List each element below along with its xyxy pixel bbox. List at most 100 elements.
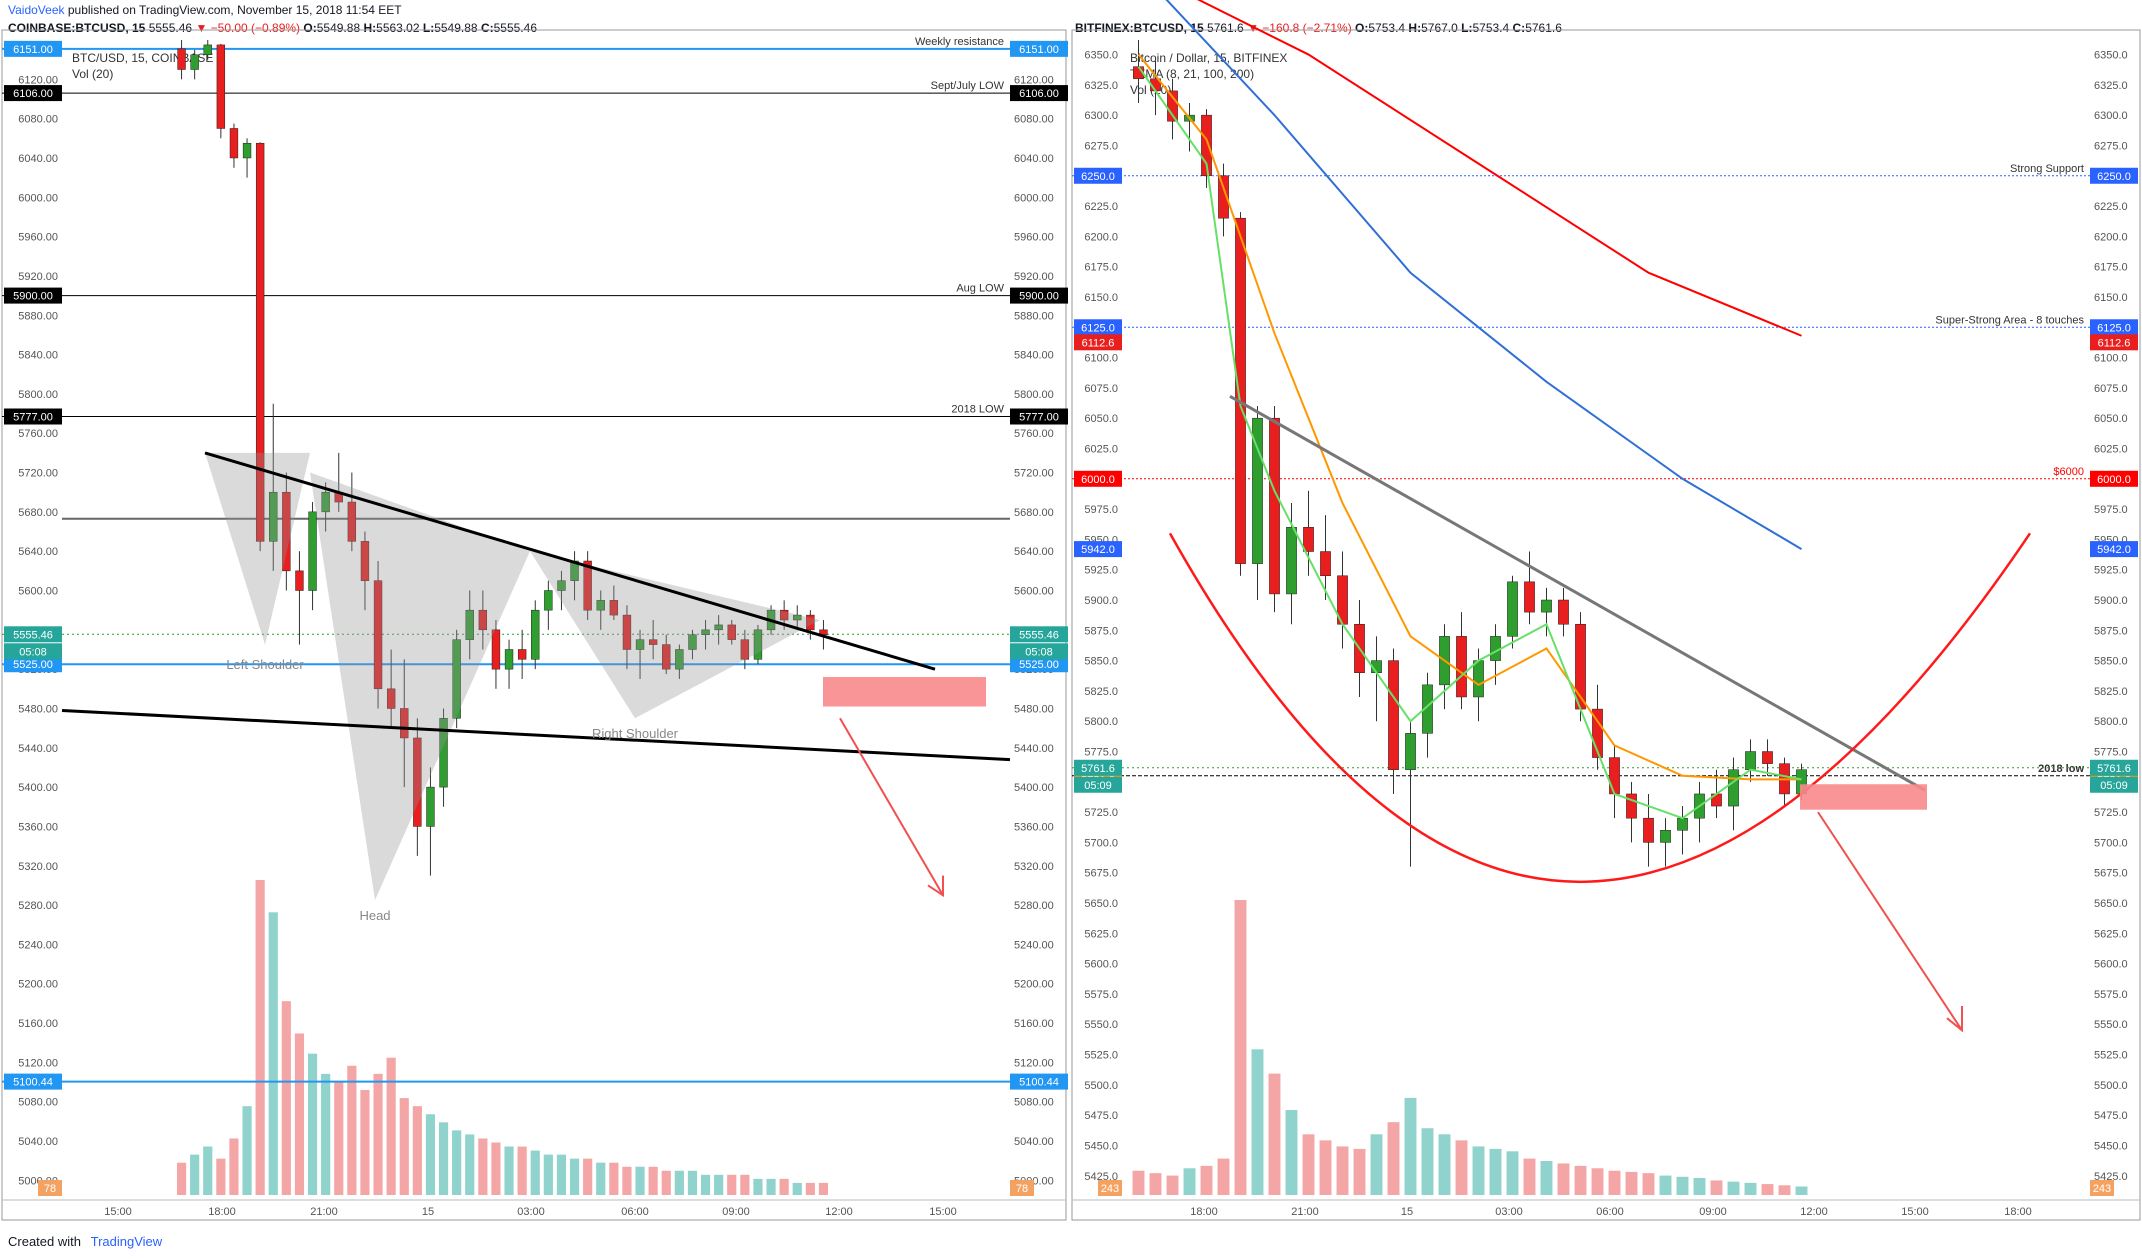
right-symbol[interactable]: BITFINEX:BTCUSD, 15	[1075, 21, 1204, 35]
right-price-badge-left: 5761.6	[1081, 763, 1115, 775]
right-xtick-5: 09:00	[1699, 1206, 1727, 1218]
left-candle-body-18	[413, 737, 422, 827]
left-ytick-left-2: 5080.00	[18, 1097, 58, 1109]
left-ohlc-bar: COINBASE:BTCUSD, 15 5555.46 ▼ −50.00 (−0…	[8, 20, 537, 36]
left-candle-body-44	[753, 629, 763, 660]
left-candle-body-34	[622, 614, 632, 650]
left-ytick-right-3: 5120.00	[1014, 1057, 1054, 1069]
left-xtick-7: 12:00	[825, 1206, 853, 1218]
right-volume-badge-right: 243	[2093, 1183, 2111, 1195]
right-candle-body-15	[1388, 660, 1399, 770]
author-link[interactable]: VaidoVeek	[8, 3, 65, 17]
left-volume-bar-46	[779, 1178, 789, 1195]
left-level-badge-left-5: 5100.44	[13, 1077, 53, 1089]
right-ytick-left-9: 5650.0	[1084, 898, 1118, 910]
head-label: Head	[359, 908, 390, 923]
left-level-badge-right-1: 6106.00	[1019, 88, 1059, 100]
left-volume-bar-15	[373, 1073, 383, 1195]
right-volume-bar-7	[1251, 1049, 1264, 1195]
right-volume-badge-left: 243	[1101, 1183, 1119, 1195]
right-ytick-right-36: 6325.0	[2094, 80, 2128, 92]
left-volume-bar-14	[360, 1090, 370, 1195]
left-level-badge-left-4: 5525.00	[13, 659, 53, 671]
right-side-badge-right-0-bg	[2090, 334, 2138, 351]
right-candle-body-37	[1762, 751, 1773, 764]
right-ytick-left-20: 5925.0	[1084, 565, 1118, 577]
right-level-label-2: $6000	[2053, 466, 2084, 478]
left-symbol[interactable]: COINBASE:BTCUSD, 15	[8, 21, 146, 35]
right-ytick-right-7: 5600.0	[2094, 959, 2128, 971]
left-target-zone	[823, 677, 986, 707]
right-volume-bar-35	[1727, 1181, 1740, 1195]
footer-prefix: Created with	[8, 1234, 81, 1249]
left-volume-badge-left: 78	[44, 1183, 56, 1195]
right-tema-red_200	[1196, 0, 1802, 337]
right-ytick-right-18: 5875.0	[2094, 625, 2128, 637]
right-countdown-badge-left-bg	[1074, 776, 1122, 793]
left-down-arrow-head	[927, 875, 944, 898]
right-countdown-badge-right-bg	[2090, 776, 2138, 793]
right-price-badge-right: 5761.6	[2097, 763, 2131, 775]
right-ytick-left-30: 6175.0	[1084, 262, 1118, 274]
left-ytick-right-5: 5200.00	[1014, 979, 1054, 991]
left-ytick-left-10: 5400.00	[18, 782, 58, 794]
left-candle-body-35	[635, 639, 645, 650]
left-level-badge-left-5-bg	[4, 1073, 62, 1090]
left-ytick-right-24: 5960.00	[1014, 232, 1054, 244]
left-volume-bar-41	[714, 1174, 724, 1195]
right-xtick-4: 06:00	[1596, 1206, 1624, 1218]
left-level-badge-right-4: 5525.00	[1019, 659, 1059, 671]
right-shoulder-triangle	[530, 551, 820, 719]
right-close-label: C:	[1512, 21, 1526, 35]
left-down-arrow-line	[839, 717, 944, 896]
right-ytick-right-14: 5775.0	[2094, 747, 2128, 759]
right-volume-bar-9	[1285, 1110, 1298, 1195]
right-level-badge-left-0-bg	[1074, 167, 1122, 184]
right-volume-bar-25	[1557, 1163, 1570, 1195]
tradingview-link[interactable]: TradingView	[90, 1234, 163, 1249]
right-ohlc-bar: BITFINEX:BTCUSD, 15 5761.6 ▼ −160.8 (−2.…	[1075, 20, 1562, 36]
right-volume-bar-15	[1387, 1122, 1400, 1195]
right-change: ▼ −160.8 (−2.71%)	[1247, 21, 1352, 35]
right-volume-bar-14	[1370, 1134, 1383, 1195]
right-ytick-right-16: 5825.0	[2094, 686, 2128, 698]
left-volume-bar-5	[242, 1106, 252, 1195]
left-candle-body-26	[517, 649, 527, 660]
right-ytick-left-29: 6150.0	[1084, 292, 1118, 304]
left-volume-badge-right: 78	[1016, 1183, 1028, 1195]
right-ytick-left-19: 5900.0	[1084, 595, 1118, 607]
right-rounded-bottom-curve	[1168, 532, 2032, 884]
right-ytick-left-4: 5525.0	[1084, 1050, 1118, 1062]
right-ytick-right-10: 5675.0	[2094, 868, 2128, 880]
left-volume-bar-30	[569, 1158, 580, 1195]
left-candle-body-27	[531, 609, 540, 660]
left-ytick-left-6: 5240.00	[18, 939, 58, 951]
left-level-badge-left-2: 5900.00	[13, 291, 53, 303]
right-ytick-left-5: 5550.0	[1084, 1019, 1118, 1031]
left-volume-bar-35	[635, 1166, 645, 1195]
right-volume-bar-20	[1472, 1146, 1485, 1195]
right-ytick-left-34: 6275.0	[1084, 140, 1118, 152]
right-countdown-badge-left: 05:09	[1084, 780, 1112, 792]
right-legend-1: TEMA (8, 21, 100, 200)	[1130, 67, 1254, 81]
left-candle-body-6	[255, 142, 265, 542]
left-volume-badge-left-bg	[38, 1180, 62, 1196]
left-candle-body-14	[360, 541, 370, 581]
left-volume-bar-3	[216, 1158, 226, 1195]
left-volume-bar-12	[334, 1081, 344, 1195]
left-volume-bar-27	[530, 1150, 540, 1195]
left-level-badge-left-0: 6151.00	[13, 44, 53, 56]
left-level-badge-left-3: 5777.00	[13, 412, 53, 424]
right-volume-bar-26	[1574, 1165, 1587, 1195]
left-level-badge-right-0: 6151.00	[1019, 44, 1059, 56]
right-level-badge-right-0-bg	[2090, 167, 2138, 184]
left-ytick-left-15: 5600.00	[18, 586, 58, 598]
left-change: ▼ −50.00 (−0.89%)	[195, 21, 301, 35]
right-ytick-right-26: 6075.0	[2094, 383, 2128, 395]
footer: Created with TradingView	[8, 1234, 162, 1249]
right-candle-body-19	[1456, 636, 1467, 698]
left-ytick-left-26: 6040.00	[18, 153, 58, 165]
left-level-badge-right-2-bg	[1010, 287, 1068, 304]
left-candle-body-24	[491, 629, 501, 670]
